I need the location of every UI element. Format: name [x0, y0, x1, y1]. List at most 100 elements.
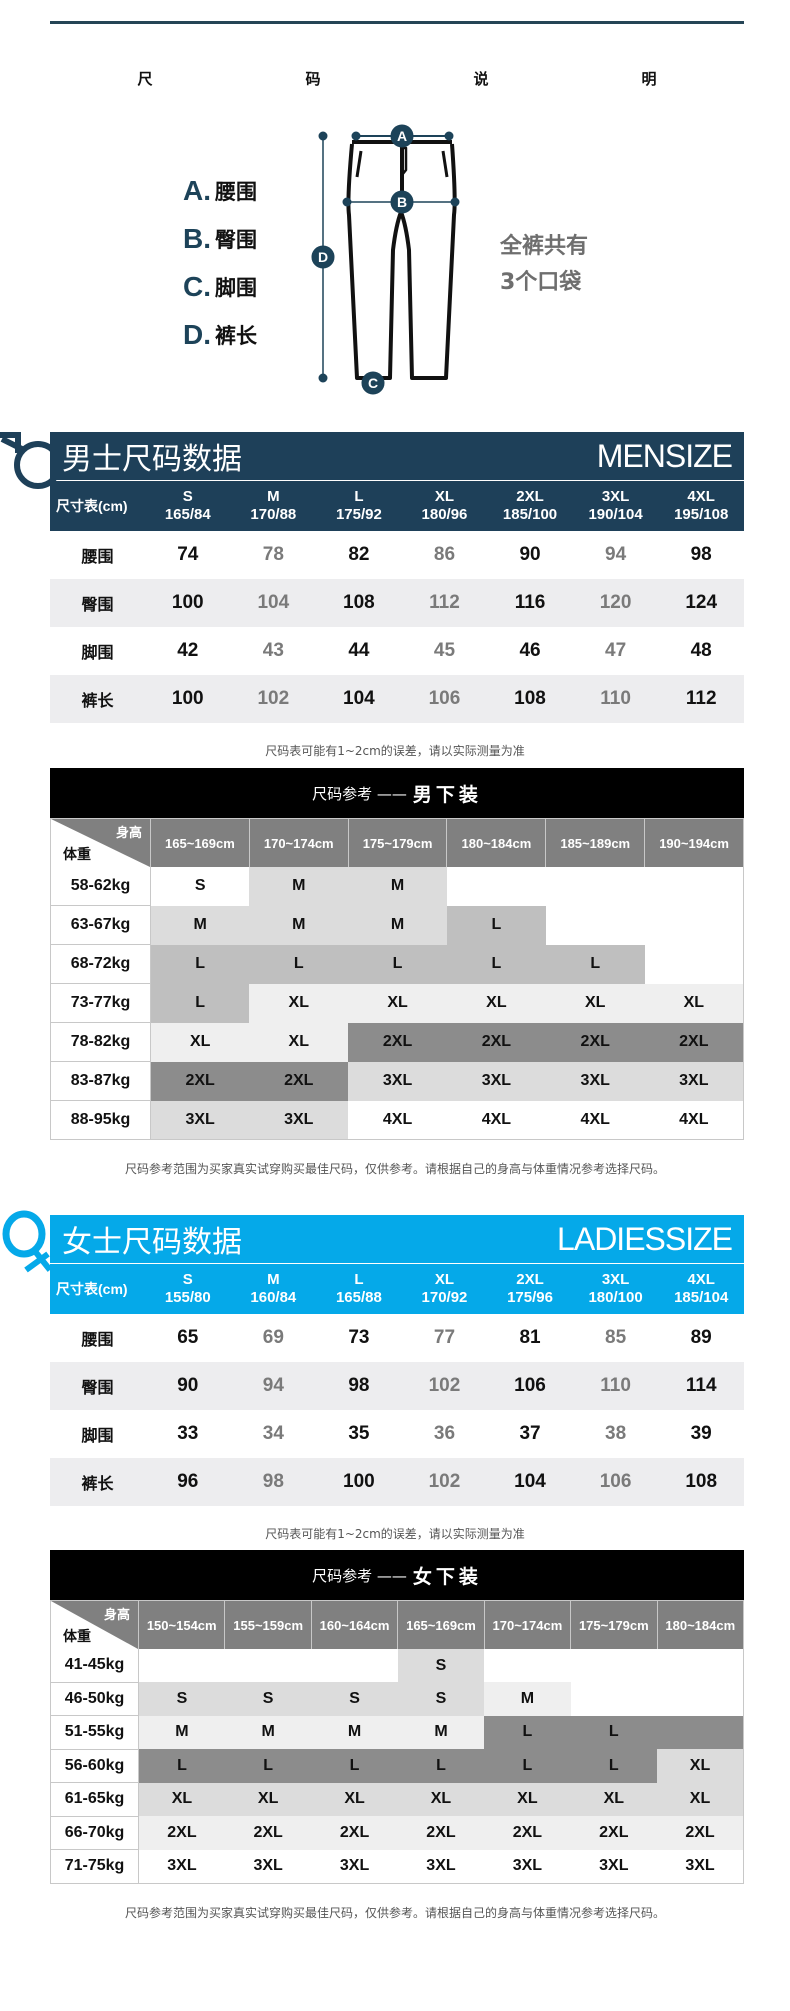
size-cell: XL [150, 1022, 250, 1062]
weight-label: 73-77kg [50, 983, 151, 1023]
size-spec: 170/92 [421, 1289, 468, 1306]
size-name: L [354, 488, 364, 505]
table-row: 73-77kg L XL XL XL XL XL [50, 983, 744, 1023]
table-row: 腰围 65 69 73 77 81 85 89 [50, 1314, 744, 1362]
size-cell: XL [138, 1782, 225, 1816]
value-cell: 102 [230, 675, 317, 723]
legend-waist: A. 腰围 [183, 175, 257, 207]
size-cell [484, 1649, 571, 1682]
heading-char: 说 [473, 70, 489, 88]
value-cell: 104 [487, 1458, 573, 1506]
value-cell: 36 [433, 1423, 456, 1444]
size-cell: XL [397, 1782, 485, 1816]
size-cell: XL [657, 1782, 744, 1816]
heading-char: 码 [305, 70, 321, 88]
size-cell: L [311, 1749, 398, 1783]
women-title-en: LADIESSIZE [557, 1220, 733, 1257]
weight-label: 51-55kg [50, 1715, 139, 1750]
size-cell: 3XL [311, 1849, 398, 1883]
size-cell: M [249, 905, 349, 945]
size-cell: 4XL [545, 1100, 645, 1140]
table-row: 66-70kg 2XL 2XL 2XL 2XL 2XL 2XL 2XL [50, 1816, 744, 1850]
women-ref-band: 尺码参考 —— 女下装 [50, 1550, 744, 1600]
value-cell: 108 [316, 579, 402, 627]
weight-label: 41-45kg [50, 1649, 139, 1683]
size-spec: 190/104 [588, 506, 643, 523]
value-cell: 98 [690, 544, 712, 565]
value-cell: 38 [605, 1423, 627, 1444]
men-size-table: 尺寸表(cm) S 165/84 M 170/88 L 175/92 XL 180/96 2XL 1… [50, 481, 744, 723]
weight-label: 78-82kg [50, 1022, 151, 1062]
weight-label: 71-75kg [50, 1849, 139, 1884]
men-title-cn: 男士尺码数据 [62, 442, 242, 477]
size-name: XL [434, 488, 455, 505]
size-cell: 3XL [484, 1849, 571, 1883]
size-cell: 2XL [446, 1022, 546, 1062]
size-cell: 2XL [311, 1816, 398, 1850]
value-cell: 69 [262, 1327, 284, 1348]
size-cell [138, 1649, 225, 1682]
height-header: 150~154cm [137, 1600, 225, 1649]
size-cell: M [397, 1715, 485, 1749]
size-cell: M [138, 1715, 225, 1749]
corner-label: 尺寸表(cm) [56, 1281, 128, 1297]
size-name: 4XL [687, 1271, 715, 1288]
size-name: S [182, 1271, 193, 1288]
size-cell: 3XL [657, 1849, 744, 1883]
size-name: 2XL [516, 488, 544, 505]
height-header: 180~184cm [656, 1600, 744, 1649]
size-cell: L [570, 1715, 658, 1749]
size-cell: L [249, 944, 349, 984]
table-row: 腰围 74 78 82 86 90 94 98 [50, 531, 744, 579]
table-row: 58-62kg S M M [50, 867, 744, 906]
size-name: XL [434, 1271, 455, 1288]
size-header: 2XL 175/96 [487, 1264, 573, 1314]
size-cell [657, 1649, 744, 1682]
size-cell: L [484, 1749, 571, 1783]
size-cell [570, 1682, 658, 1716]
height-header: 190~194cm [644, 818, 744, 867]
value-cell: 78 [262, 544, 284, 565]
value-cell: 102 [401, 1458, 488, 1506]
size-header: L 165/88 [316, 1264, 402, 1314]
size-cell: S [138, 1682, 225, 1716]
legend-letter: A. [183, 175, 211, 206]
size-cell: M [249, 867, 349, 906]
men-ref-title: 男下装 [412, 783, 482, 806]
size-cell: 2XL [484, 1816, 571, 1850]
row-label: 臀围 [50, 1362, 145, 1410]
table-row: 71-75kg 3XL 3XL 3XL 3XL 3XL 3XL 3XL [50, 1849, 744, 1884]
size-spec: 195/108 [674, 506, 729, 523]
size-cell: 2XL [570, 1816, 658, 1850]
value-cell: 94 [230, 1362, 317, 1410]
size-cell: 3XL [348, 1061, 447, 1101]
table-row: 裤长 100 102 104 106 108 110 112 [50, 675, 744, 723]
value-cell: 33 [177, 1423, 199, 1444]
size-header: XL 170/92 [402, 1264, 488, 1314]
size-header: 3XL 180/100 [573, 1264, 659, 1314]
size-cell: M [224, 1715, 312, 1749]
weight-label: 83-87kg [50, 1061, 151, 1101]
row-label: 裤长 [50, 675, 145, 723]
header-row: 尺寸表(cm) S 155/80 M 160/84 L 165/88 XL 170/92 2XL 1… [50, 1264, 744, 1314]
size-cell: XL [311, 1782, 398, 1816]
value-cell: 82 [348, 544, 370, 565]
weight-label: 56-60kg [50, 1749, 139, 1783]
row-label: 腰围 [81, 1330, 114, 1349]
marker-a-label: A [397, 128, 407, 144]
size-cell [311, 1649, 398, 1682]
legend-hip: B. 臀围 [183, 223, 257, 255]
size-header: M 170/88 [231, 481, 317, 531]
size-cell [644, 944, 744, 984]
size-cell: M [311, 1715, 398, 1749]
table-row: 脚围 42 43 44 45 46 47 48 [50, 627, 744, 675]
legend-letter: D. [183, 319, 211, 350]
value-cell: 98 [316, 1362, 402, 1410]
value-cell: 90 [145, 1362, 231, 1410]
size-header: L 175/92 [316, 481, 402, 531]
pocket-note-line1: 全裤共有 [500, 234, 589, 259]
size-cell: 3XL [224, 1849, 312, 1883]
size-cell: L [224, 1749, 312, 1783]
value-cell: 39 [690, 1423, 712, 1444]
value-cell: 112 [658, 675, 744, 723]
